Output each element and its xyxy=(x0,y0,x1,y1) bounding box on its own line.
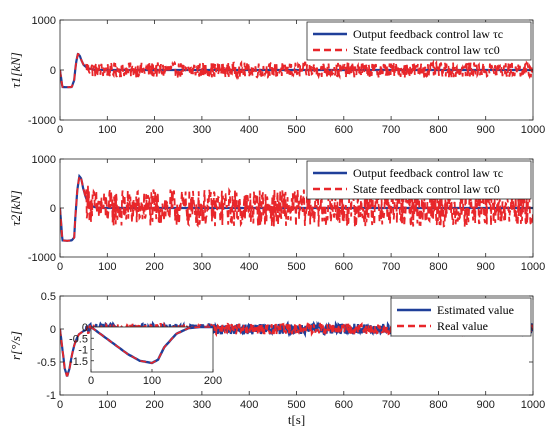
x-tick-label: 100 xyxy=(98,399,116,411)
legend: Output feedback control law τc State feed… xyxy=(306,160,532,200)
x-tick-label: 100 xyxy=(98,261,116,273)
x-axis-label: t[s] xyxy=(288,412,305,427)
x-tick-label: 500 xyxy=(287,261,305,273)
x-tick-label: 0 xyxy=(57,399,63,411)
y-axis-label: τ1[kN] xyxy=(8,52,23,88)
legend-box xyxy=(390,297,532,337)
x-tick-label: 300 xyxy=(193,399,211,411)
y-tick-label: -1 xyxy=(46,390,56,402)
x-tick-label: 0 xyxy=(57,124,63,136)
x-tick-label: 400 xyxy=(240,261,258,273)
legend-label: Output feedback control law τc xyxy=(353,166,503,180)
panel-yaw-rate: 0 100 200 300 400 500 600 700 800 900 1000-1-0.500… xyxy=(8,291,545,427)
legend-box xyxy=(306,160,532,200)
inset-x-tick-label: 100 xyxy=(143,375,161,387)
x-tick-label: 600 xyxy=(335,261,353,273)
inset-axes: 0 100 200-1.5-1-0.50 xyxy=(69,322,222,387)
x-tick-label: 500 xyxy=(287,124,305,136)
legend-label: State feedback control law τc0 xyxy=(353,43,500,57)
y-tick-label: 1000 xyxy=(32,15,56,27)
inset-series-secondary xyxy=(90,326,213,364)
x-tick-label: 100 xyxy=(98,124,116,136)
x-tick-label: 1000 xyxy=(521,261,545,273)
x-tick-label: 0 xyxy=(57,261,63,273)
x-tick-label: 500 xyxy=(287,399,305,411)
y-tick-label: -1000 xyxy=(28,252,56,264)
y-tick-label: -1000 xyxy=(28,115,56,127)
x-tick-label: 800 xyxy=(429,124,447,136)
inset-y-tick-label: -1 xyxy=(78,345,88,357)
y-tick-label: 1000 xyxy=(32,154,56,166)
x-tick-label: 200 xyxy=(145,124,163,136)
legend: Estimated value Real value xyxy=(390,297,532,337)
series-line-secondary xyxy=(60,52,533,89)
x-tick-label: 800 xyxy=(429,399,447,411)
x-tick-label: 700 xyxy=(382,399,400,411)
inset-x-tick-label: 0 xyxy=(88,375,94,387)
x-tick-label: 300 xyxy=(193,261,211,273)
x-tick-label: 200 xyxy=(145,261,163,273)
legend-label: Real value xyxy=(437,319,488,333)
legend-label: Estimated value xyxy=(437,303,514,317)
x-tick-label: 800 xyxy=(429,261,447,273)
x-tick-label: 700 xyxy=(382,124,400,136)
inset-y-tick-label: -0.5 xyxy=(69,333,88,345)
y-tick-label: 0 xyxy=(50,324,56,336)
x-tick-label: 900 xyxy=(477,124,495,136)
x-tick-label: 1000 xyxy=(521,399,545,411)
y-tick-label: -0.5 xyxy=(37,357,56,369)
x-tick-label: 700 xyxy=(382,261,400,273)
y-axis-label: r[°/s] xyxy=(8,331,23,360)
inset-x-tick-label: 200 xyxy=(204,375,222,387)
inset-y-tick-label: -1.5 xyxy=(69,356,88,368)
legend-label: Output feedback control law τc xyxy=(353,27,503,41)
legend-label: State feedback control law τc0 xyxy=(353,182,500,196)
x-tick-label: 400 xyxy=(240,399,258,411)
legend: Output feedback control law τc State feed… xyxy=(306,21,532,61)
y-axis-label: τ2[kN] xyxy=(8,190,23,226)
x-tick-label: 600 xyxy=(335,124,353,136)
panel-tau1: 0 100 200 300 400 500 600 700 800 900 1000-1000010… xyxy=(8,15,545,136)
inset-y-tick-label: 0 xyxy=(82,322,88,334)
y-tick-label: 0 xyxy=(50,203,56,215)
x-tick-label: 900 xyxy=(477,399,495,411)
x-tick-label: 200 xyxy=(145,399,163,411)
x-tick-label: 400 xyxy=(240,124,258,136)
x-tick-label: 300 xyxy=(193,124,211,136)
inset-frame xyxy=(90,326,214,373)
x-tick-label: 900 xyxy=(477,261,495,273)
panel-tau2: 0 100 200 300 400 500 600 700 800 900 1000-1000010… xyxy=(8,154,545,273)
x-tick-label: 600 xyxy=(335,399,353,411)
y-tick-label: 0 xyxy=(50,65,56,77)
legend-box xyxy=(306,21,532,61)
x-tick-label: 1000 xyxy=(521,124,545,136)
series-line-secondary xyxy=(60,174,533,242)
y-tick-label: 0.5 xyxy=(41,291,56,303)
